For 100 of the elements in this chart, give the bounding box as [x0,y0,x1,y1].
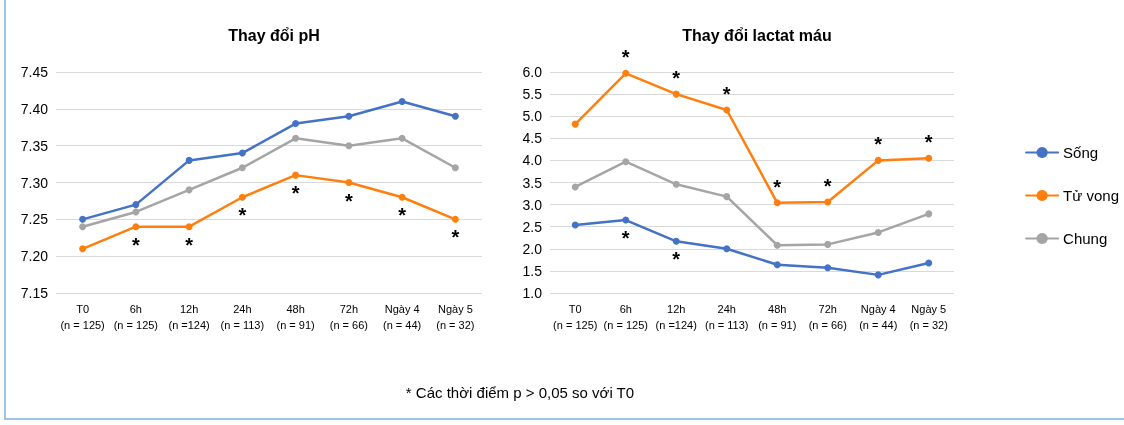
point [773,261,781,269]
point [672,237,680,245]
point [398,97,406,105]
point [723,106,731,114]
annotation: * [451,226,460,249]
point [292,120,300,128]
annotation: * [131,233,140,256]
y-tick-label: 7.20 [20,248,49,265]
legend-label: Sống [1063,144,1099,161]
y-tick-label: 7.35 [20,137,49,154]
point [773,199,781,207]
x-tick-label: 6h (n = 125) [603,303,648,331]
annotation: * [185,233,194,256]
point [571,183,579,191]
y-tick-label: 2.0 [522,240,543,257]
point [925,154,933,162]
point [874,228,882,236]
annotation: * [924,131,933,154]
point [925,210,933,218]
annotation: * [823,174,832,197]
point [132,201,140,209]
annotation: * [621,46,630,69]
legend-label: Chung [1063,230,1108,247]
point [451,164,459,172]
x-tick-label: T0 (n = 125) [60,303,105,331]
point [723,245,731,253]
point [185,223,193,231]
point [79,223,87,231]
x-tick-label: Ngày 4 (n = 44) [383,303,422,331]
point [345,112,353,120]
text: * Các thời điểm p > 0,05 so với T0 [404,384,636,401]
point [874,271,882,279]
x-tick-label: 12h (n =124) [168,303,210,331]
point [925,259,933,267]
y-tick-label: 5.5 [522,86,543,103]
y-tick-label: 2.5 [522,218,543,235]
x-tick-label: 12h (n =124) [655,303,697,331]
point [451,112,459,120]
x-tick-label: Ngày 5 (n = 32) [909,303,948,331]
point [292,171,300,179]
annotation: * [621,227,630,250]
point [672,180,680,188]
y-tick-label: 7.40 [20,100,49,117]
point [723,193,731,201]
point [345,179,353,186]
point [622,216,630,224]
point [773,241,781,249]
chart-title: Thay đổi pH [228,26,320,44]
point [398,193,406,201]
point [292,134,300,142]
point [345,142,353,150]
point [79,245,87,253]
annotation: * [874,133,883,156]
point [185,156,193,164]
x-tick-label: 72h (n = 66) [808,303,847,331]
y-tick-label: 4.0 [522,152,543,169]
point [874,156,882,164]
point [622,69,630,77]
annotation: * [238,204,247,227]
x-tick-label: 24h (n = 113) [704,303,749,331]
y-tick-label: 7.15 [20,285,49,301]
x-tick-label: 24h (n = 113) [220,303,265,331]
annotation: * [722,83,731,106]
point [622,158,630,166]
y-tick-label: 7.25 [20,211,49,228]
chart-title: Thay đổi lactat máu [682,26,832,44]
annotation: * [672,248,681,271]
x-tick-label: Ngày 4 (n = 44) [859,303,898,331]
point [451,215,459,223]
point [672,90,680,98]
point [571,221,579,229]
point [824,264,832,272]
annotation: * [344,189,353,212]
annotation: * [672,67,681,90]
annotation: * [773,175,782,198]
x-tick-label: 6h (n = 125) [113,303,159,331]
annotation: * [398,204,407,227]
y-tick-label: 6.0 [522,64,543,80]
point [571,120,579,128]
x-tick-label: 48h (n = 91) [758,303,797,331]
y-tick-label: 3.0 [522,196,543,213]
y-tick-label: 5.0 [522,108,543,125]
y-tick-label: 7.30 [20,174,49,191]
x-tick-label: 48h (n = 91) [276,303,315,331]
y-tick-label: 3.5 [522,174,543,191]
x-tick-label: Ngày 5 (n = 32) [436,303,475,331]
x-tick-label: 72h (n = 66) [329,303,368,331]
point [238,149,246,157]
x-tick-label: T0 (n = 125) [553,303,598,331]
y-tick-label: 1.5 [522,262,543,279]
y-tick-label: 7.45 [20,64,49,80]
point [398,134,406,142]
point [824,198,832,206]
point [238,164,246,172]
point [824,240,832,248]
point [185,186,193,194]
point [79,215,87,223]
point [238,193,246,201]
annotation: * [291,182,300,205]
y-tick-label: 1.0 [522,285,543,301]
